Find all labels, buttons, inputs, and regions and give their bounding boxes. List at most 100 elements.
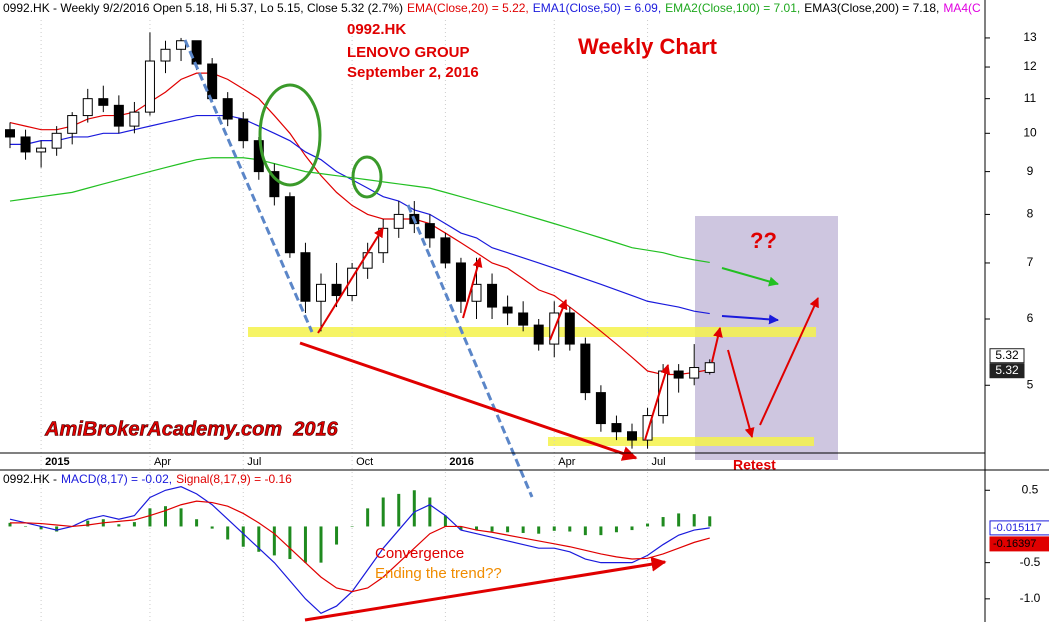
- histogram-bar: [599, 526, 603, 536]
- projection-box: [695, 216, 838, 460]
- y-tick-label: 12: [1023, 59, 1037, 73]
- histogram-bar: [397, 493, 401, 527]
- y-tick-label: -1.0: [1020, 591, 1041, 605]
- header: 0992.HK - MACD(8,17) = -0.02, Signal(8,17,…: [3, 472, 292, 486]
- histogram-bar: [195, 519, 199, 527]
- annotation: Convergence: [375, 545, 464, 562]
- arrow: [317, 227, 384, 334]
- histogram-bar: [24, 526, 28, 527]
- candle-body: [67, 115, 78, 134]
- histogram-bar: [241, 526, 245, 547]
- candle-body: [518, 312, 529, 326]
- histogram-bar: [288, 526, 292, 560]
- candle-body: [269, 171, 280, 198]
- histogram-bar: [303, 526, 307, 563]
- price-badge-label: 5.32: [995, 348, 1019, 362]
- histogram-bar: [164, 506, 167, 527]
- y-tick-label: 13: [1023, 30, 1037, 44]
- arrow: [549, 299, 568, 341]
- histogram-bar: [257, 526, 261, 552]
- header-part: MACD(8,17) = -0.02,: [61, 472, 172, 486]
- histogram-bar: [86, 520, 90, 527]
- histogram-bar: [412, 490, 416, 527]
- histogram-bar: [646, 523, 650, 527]
- y-tick-label: 0.5: [1022, 482, 1039, 496]
- line: [9, 157, 710, 264]
- header-part: EMA3(Close,200) = 7.18,: [804, 1, 939, 15]
- arrow: [644, 364, 671, 441]
- value-badge-label: -0.015117: [993, 522, 1042, 534]
- price-badge: [989, 363, 1025, 379]
- histogram-bar: [537, 526, 541, 534]
- candle-body: [440, 237, 451, 264]
- candle-body: [502, 306, 513, 314]
- header-part: MA4(C: [943, 1, 981, 15]
- price-badge: [989, 348, 1025, 364]
- candle-body: [704, 362, 715, 373]
- histogram-bar: [366, 508, 370, 527]
- annotation: ??: [750, 228, 777, 253]
- histogram-bar: [381, 497, 385, 527]
- candle-body: [595, 392, 606, 425]
- candle-body: [191, 40, 202, 65]
- histogram-bar: [521, 526, 525, 533]
- histogram-bar: [614, 526, 618, 533]
- y-tick-label: 6: [1027, 311, 1034, 325]
- annotation: 0992.HK: [347, 21, 406, 38]
- header-part: 0992.HK -: [3, 472, 57, 486]
- support-band: [248, 327, 816, 337]
- x-tick-label: Apr: [558, 456, 575, 468]
- x-tick-label: 2016: [449, 456, 473, 468]
- candle-body: [673, 370, 684, 379]
- y-tick-label: 11: [1024, 91, 1037, 105]
- histogram-bar: [117, 524, 121, 527]
- histogram-bar: [428, 497, 432, 527]
- x-tick-label: Jul: [247, 456, 261, 468]
- x-tick-label: 2015: [45, 456, 69, 468]
- candle-body: [300, 252, 311, 302]
- histogram-bar: [210, 526, 214, 529]
- histogram-bar: [179, 508, 183, 527]
- header-part: EMA1(Close,50) = 6.09,: [533, 1, 661, 15]
- value-badge: [989, 536, 1049, 552]
- candle-body: [580, 343, 591, 394]
- y-tick-label: 7: [1027, 255, 1034, 269]
- candle-body: [455, 262, 466, 302]
- candle-body: [424, 223, 435, 239]
- x-tick-label: Oct: [356, 456, 373, 468]
- header-part: EMA(Close,20) = 5.22,: [407, 1, 529, 15]
- histogram-bar: [272, 526, 276, 556]
- y-tick-label: 9: [1027, 164, 1034, 178]
- x-tick-label: Apr: [154, 456, 171, 468]
- arrow: [711, 327, 723, 363]
- candle-body: [471, 283, 482, 302]
- line: [10, 500, 710, 593]
- histogram-bar: [39, 526, 43, 530]
- histogram-bar: [630, 526, 634, 531]
- y-tick-label: -0.5: [1020, 555, 1041, 569]
- histogram-bar: [459, 526, 463, 531]
- price-badge-label: 5.32: [995, 363, 1019, 377]
- candle-body: [144, 60, 155, 113]
- candle-body: [51, 132, 62, 149]
- arrow: [462, 257, 483, 319]
- histogram-bar: [583, 526, 587, 536]
- histogram-bar: [8, 522, 12, 527]
- candle-body: [316, 283, 326, 302]
- histogram-bar: [226, 526, 230, 540]
- histogram-bar: [490, 526, 494, 532]
- candle-body: [20, 136, 31, 153]
- ellipse: [351, 155, 383, 199]
- histogram-bar: [148, 508, 152, 527]
- arrow: [721, 267, 779, 287]
- histogram-bar: [350, 526, 354, 527]
- candle-body: [611, 423, 622, 433]
- drawings: [183, 39, 819, 622]
- arrow: [727, 349, 755, 438]
- arrow: [759, 297, 819, 426]
- candle-body: [627, 431, 637, 441]
- arrow: [304, 556, 667, 622]
- histogram-bar: [319, 526, 323, 563]
